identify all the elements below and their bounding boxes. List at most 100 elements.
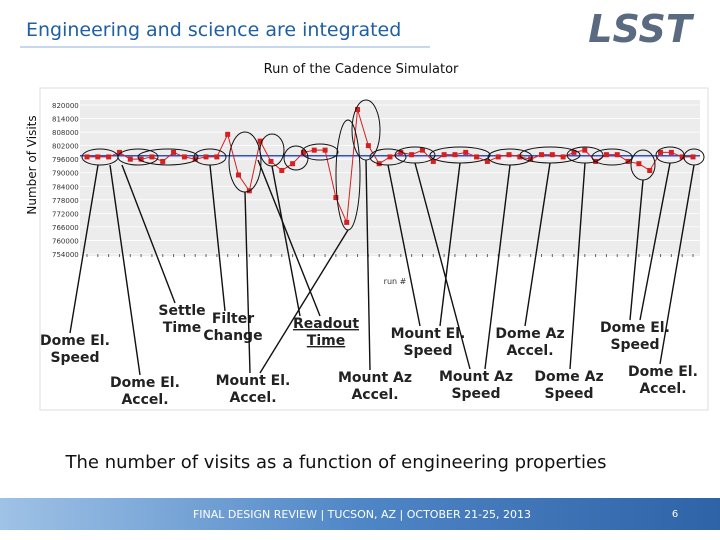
annotation-line: Accel. xyxy=(121,392,168,408)
annotation: Dome El. Speed xyxy=(600,320,670,353)
data-point xyxy=(138,156,144,162)
annotation-line: Accel. xyxy=(506,343,553,359)
data-point xyxy=(636,161,642,167)
annotation-arrow xyxy=(257,159,321,317)
annotation-line: Accel. xyxy=(351,387,398,403)
annotation-arrow xyxy=(271,165,301,317)
y-tick-label: 754000 xyxy=(52,251,79,259)
data-point xyxy=(236,172,241,178)
data-point xyxy=(171,149,177,155)
data-point xyxy=(658,149,664,155)
group-ellipse xyxy=(137,148,199,166)
annotation: Readout Time xyxy=(293,316,359,349)
y-tick-label: 760000 xyxy=(52,237,79,245)
data-point xyxy=(463,149,469,155)
y-axis-label: Number of Visits xyxy=(25,115,39,214)
annotation: Mount El. Accel. xyxy=(216,373,291,406)
slide-title: Engineering and science are integrated xyxy=(26,19,401,41)
annotation-line: Readout xyxy=(293,316,359,332)
annotation-arrow xyxy=(639,162,671,321)
annotation-line: Dome Az xyxy=(534,369,603,385)
footer: FINAL DESIGN REVIEW | TUCSON, AZ | OCTOB… xyxy=(193,508,531,521)
y-tick-label: 772000 xyxy=(52,210,79,218)
page-number: 6 xyxy=(672,509,678,520)
annotation: Settle Time xyxy=(158,303,205,336)
data-point xyxy=(300,149,306,155)
data-point xyxy=(192,156,198,162)
annotation-line: Speed xyxy=(610,337,659,353)
data-point xyxy=(668,149,674,155)
annotation-arrow xyxy=(387,164,421,327)
data-point xyxy=(474,154,480,160)
annotation-arrow xyxy=(365,159,371,371)
y-tick-label: 790000 xyxy=(52,170,79,178)
data-point xyxy=(679,154,685,160)
annotation-line: Mount El. xyxy=(391,326,466,342)
group-ellipse xyxy=(301,143,339,161)
group-ellipse xyxy=(591,148,633,166)
annotation-line: Change xyxy=(203,328,262,344)
data-point xyxy=(614,152,620,158)
y-tick-label: 814000 xyxy=(52,116,79,124)
data-point xyxy=(549,152,555,158)
data-point xyxy=(690,154,696,160)
x-axis-label: run # xyxy=(384,277,407,286)
data-point xyxy=(344,219,350,225)
data-point xyxy=(398,149,404,155)
annotation: Filter Change xyxy=(203,311,262,344)
annotation: Mount Az Accel. xyxy=(338,370,412,403)
data-point xyxy=(647,167,653,173)
data-point xyxy=(214,154,220,160)
data-point xyxy=(106,154,112,160)
annotation: Dome El. Accel. xyxy=(628,364,698,397)
annotation-arrow xyxy=(69,164,99,334)
y-tick-label: 778000 xyxy=(52,197,79,205)
data-point xyxy=(149,154,155,160)
annotation-line: Mount Az xyxy=(439,369,513,385)
annotation-line: Time xyxy=(307,333,345,349)
annotation-line: Dome El. xyxy=(600,320,670,336)
annotation-arrow xyxy=(569,162,586,370)
annotation: Dome Az Accel. xyxy=(495,326,564,359)
data-point xyxy=(116,149,122,155)
annotation-line: Dome Az xyxy=(495,326,564,342)
data-point xyxy=(452,152,458,158)
annotation-line: Speed xyxy=(544,386,593,402)
data-point xyxy=(290,161,296,167)
y-tick-label: 820000 xyxy=(52,102,79,110)
data-point xyxy=(517,154,523,160)
caption: The number of visits as a function of en… xyxy=(65,452,607,473)
annotation: Dome El. Accel. xyxy=(110,375,180,408)
annotation: Dome El. Speed xyxy=(40,333,110,366)
annotation-line: Accel. xyxy=(229,390,276,406)
logo: LSST xyxy=(588,7,695,51)
data-point xyxy=(506,152,512,158)
annotation-line: Filter xyxy=(212,311,254,327)
data-point xyxy=(322,147,328,153)
data-point xyxy=(127,156,133,162)
annotation-line: Settle xyxy=(158,303,205,319)
annotation-arrow xyxy=(121,164,176,304)
annotation-arrow xyxy=(209,164,226,312)
annotation-arrow xyxy=(259,229,349,374)
data-point xyxy=(495,154,501,160)
data-point xyxy=(582,147,588,153)
data-point xyxy=(560,154,566,160)
data-point xyxy=(355,107,361,113)
annotation-arrow xyxy=(484,164,511,370)
annotation-line: Mount El. xyxy=(216,373,291,389)
y-tick-label: 766000 xyxy=(52,224,79,232)
data-point xyxy=(539,152,544,158)
annotation-arrow xyxy=(629,179,644,321)
annotation-arrow xyxy=(659,164,695,365)
footer-bar xyxy=(0,498,720,530)
data-point xyxy=(181,154,187,160)
data-point xyxy=(387,154,393,160)
data-point xyxy=(225,131,231,137)
data-point xyxy=(333,195,339,201)
annotation-line: Mount Az xyxy=(338,370,412,386)
y-tick-label: 808000 xyxy=(52,129,79,137)
data-point xyxy=(409,152,415,158)
data-point xyxy=(311,147,317,153)
